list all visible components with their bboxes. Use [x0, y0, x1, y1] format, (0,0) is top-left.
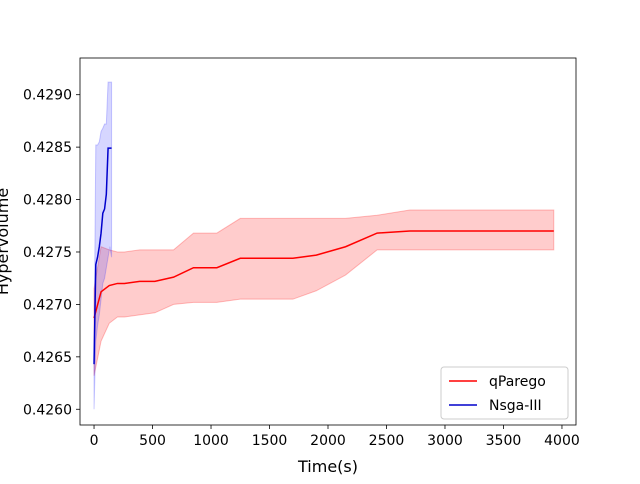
confidence-bands — [93, 81, 555, 410]
x-tick-label: 500 — [139, 433, 166, 449]
y-tick-label: 0.4285 — [23, 140, 72, 156]
x-tick-label: 1000 — [193, 433, 229, 449]
x-axis: 0 500 1000 1500 2000 2500 3000 3500 4000 — [90, 425, 580, 449]
legend-label: qParego — [489, 374, 546, 390]
legend: qParego Nsga-III — [440, 366, 569, 420]
legend-box — [440, 366, 569, 420]
legend-label: Nsga-III — [489, 398, 542, 414]
band-series-0 — [93, 209, 555, 376]
y-tick-label: 0.4275 — [23, 245, 72, 261]
y-tick-label: 0.4290 — [23, 88, 72, 104]
line-series-1 — [93, 147, 112, 365]
x-tick-label: 4000 — [544, 433, 580, 449]
x-tick-label: 3000 — [427, 433, 463, 449]
x-axis-label: Time(s) — [297, 457, 358, 476]
x-tick-label: 2000 — [310, 433, 346, 449]
y-tick-label: 0.4280 — [23, 193, 72, 209]
x-tick-label: 1500 — [252, 433, 288, 449]
y-tick-label: 0.4260 — [23, 402, 72, 418]
y-tick-label: 0.4265 — [23, 350, 72, 366]
x-tick-label: 3500 — [486, 433, 522, 449]
y-axis: 0.4260 0.4265 0.4270 0.4275 0.4280 0.4285 0.42… — [23, 88, 80, 418]
y-axis-label: Hypervolume — [0, 188, 12, 295]
series-lines — [93, 147, 554, 365]
x-tick-label: 2500 — [369, 433, 405, 449]
y-tick-label: 0.4270 — [23, 297, 72, 313]
x-tick-label: 0 — [90, 433, 99, 449]
line-series-0 — [93, 230, 554, 319]
